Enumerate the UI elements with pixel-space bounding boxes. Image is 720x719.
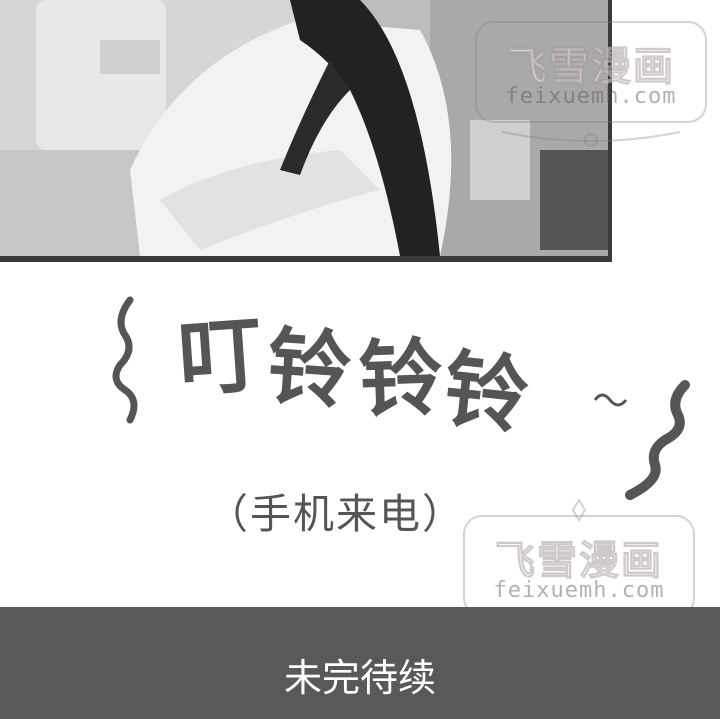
watermark-frame — [475, 21, 707, 147]
watermark-title: 飞雪漫画 — [507, 44, 675, 91]
watermark-logo: 飞雪漫画 feixuemh.com — [462, 0, 720, 156]
to-be-continued-text: 未完待续 — [283, 656, 436, 700]
footer-bar: 未完待续 — [0, 607, 720, 719]
sfx-char: 铃 — [357, 327, 445, 430]
sound-effect-squiggles — [112, 296, 690, 500]
sfx-char: 铃 — [439, 338, 534, 446]
sfx-char: 叮 — [174, 304, 266, 409]
sfx-char: 铃 — [263, 316, 355, 421]
watermark-title: 飞雪漫画 — [495, 538, 663, 585]
panel-photo — [0, 0, 608, 256]
watermark-url: feixuemh.com — [505, 84, 677, 109]
sound-effect-text: 叮 铃 铃 铃 — [175, 304, 533, 446]
caption-phone-call: （手机来电） — [207, 490, 465, 538]
photo-panel — [0, 0, 612, 262]
watermark-url: feixuemh.com — [493, 578, 665, 603]
watermark-logo: 飞雪漫画 feixuemh.com — [450, 494, 708, 650]
